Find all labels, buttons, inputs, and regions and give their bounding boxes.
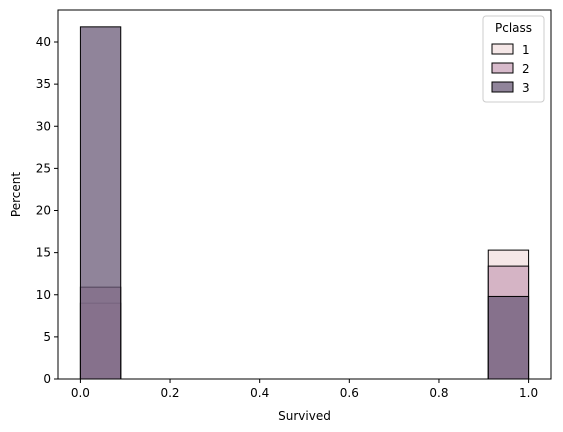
y-tick-label: 40 <box>36 35 51 49</box>
bar-pclass-3-bin-1 <box>487 295 530 380</box>
y-axis-label: Percent <box>9 172 23 217</box>
legend-swatch-3 <box>491 81 514 93</box>
bars-layer <box>79 26 530 380</box>
x-tick-label: 0.8 <box>429 386 448 400</box>
legend-title: Pclass <box>495 21 532 35</box>
legend-swatch-1 <box>491 43 514 55</box>
x-tick-label: 1.0 <box>519 386 538 400</box>
legend-items: 1 2 3 <box>491 43 530 95</box>
legend: Pclass 1 2 3 <box>482 15 545 103</box>
y-tick-label: 15 <box>36 246 51 260</box>
legend-label-1: 1 <box>522 43 530 57</box>
legend-swatch-2 <box>491 62 514 74</box>
y-tick-label: 10 <box>36 288 51 302</box>
y-tick-label: 0 <box>43 372 51 386</box>
y-tick-label: 20 <box>36 204 51 218</box>
x-tick-label: 0.6 <box>340 386 359 400</box>
x-tick-label: 0.0 <box>71 386 90 400</box>
y-tick-label: 35 <box>36 77 51 91</box>
y-axis: 0 5 10 15 20 25 30 35 40 <box>36 35 58 386</box>
legend-box <box>482 15 545 103</box>
bar-pclass-3-bin-0 <box>79 26 122 380</box>
legend-label-3: 3 <box>522 81 530 95</box>
x-tick-label: 0.2 <box>160 386 179 400</box>
y-tick-label: 5 <box>43 330 51 344</box>
legend-label-2: 2 <box>522 62 530 76</box>
x-axis: 0.0 0.2 0.4 0.6 0.8 1.0 <box>71 379 538 400</box>
x-tick-label: 0.4 <box>250 386 269 400</box>
y-tick-label: 25 <box>36 161 51 175</box>
plot-frame <box>57 9 552 380</box>
y-tick-label: 30 <box>36 119 51 133</box>
x-axis-label: Survived <box>278 409 331 423</box>
